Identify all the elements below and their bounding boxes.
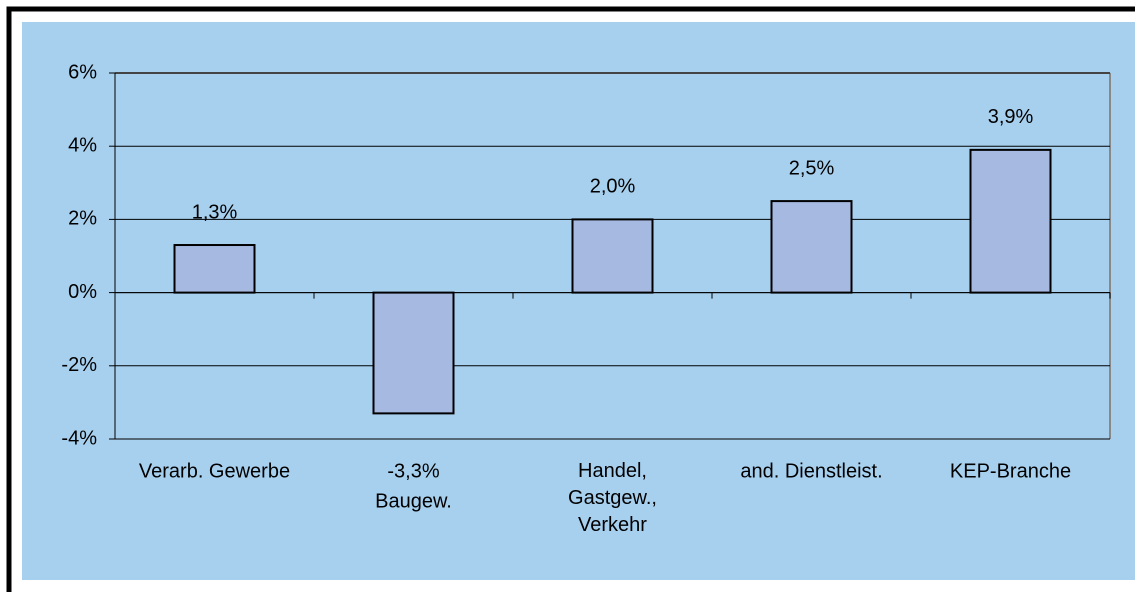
bar [969, 148, 1052, 294]
data-label: 1,3% [192, 201, 238, 223]
x-tick-label: KEP-Branche [950, 460, 1071, 482]
data-label: 2,0% [590, 176, 636, 198]
x-tick-label: Handel, Gastgew., Verkehr [568, 460, 657, 536]
x-tick-label-line: Verkehr [578, 514, 647, 536]
chart-background [22, 22, 1135, 580]
y-tick-label: 4% [68, 134, 97, 156]
data-label: 3,9% [988, 106, 1034, 128]
x-tick-label: and. Dienstleist. [740, 460, 882, 482]
x-tick-label: Baugew. [375, 490, 452, 512]
data-label: 2,5% [789, 157, 835, 179]
y-tick-label: -4% [61, 427, 97, 449]
bar [173, 244, 256, 294]
y-tick-label: 6% [68, 61, 97, 83]
bar [372, 291, 455, 415]
bar [571, 218, 654, 294]
bar [770, 200, 853, 294]
x-tick-label: Verarb. Gewerbe [139, 460, 290, 482]
frame [6, 6, 1135, 597]
data-label: -3,3% [387, 460, 439, 482]
x-tick-label-line: Gastgew., [568, 487, 657, 509]
y-tick-label: 0% [68, 281, 97, 303]
y-tick-label: -2% [61, 354, 97, 376]
x-tick-label-line: Handel, [578, 460, 647, 482]
y-tick-label: 2% [68, 208, 97, 230]
